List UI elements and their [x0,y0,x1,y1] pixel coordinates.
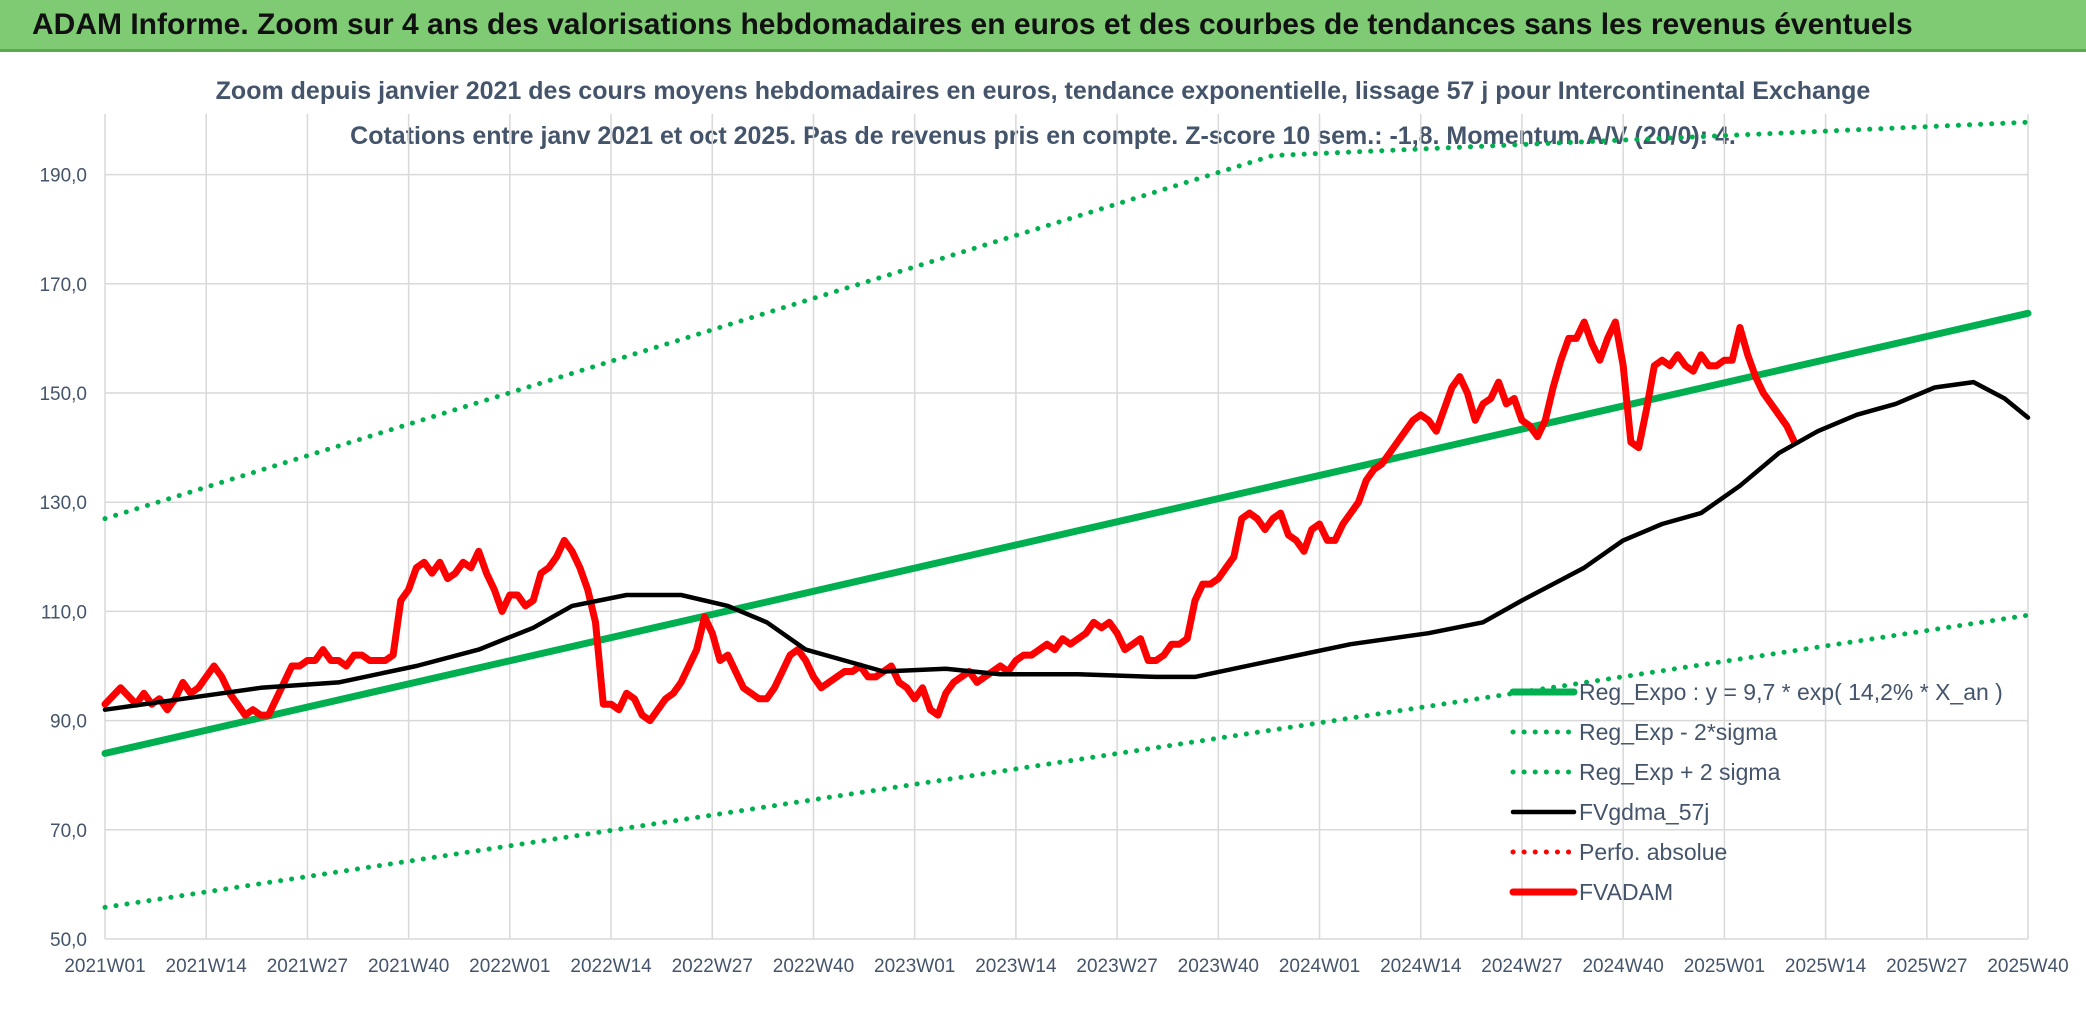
x-tick-label: 2023W14 [975,956,1057,977]
y-tick-label: 190,0 [39,166,87,187]
series-line-5 [101,318,1798,725]
report-title: ADAM Informe. Zoom sur 4 ans des valoris… [32,7,1913,41]
x-tick-label: 2024W40 [1582,956,1663,977]
x-tick-label: 2021W01 [64,956,145,977]
x-tick-label: 2025W40 [1987,956,2068,977]
legend-label-2: Reg_Exp + 2 sigma [1579,759,1781,785]
y-tick-label: 110,0 [41,602,87,623]
x-tick-label: 2025W27 [1886,956,1967,977]
x-tick-label: 2024W14 [1380,956,1462,977]
x-tick-label: 2022W40 [773,956,854,977]
y-tick-label: 170,0 [39,275,87,296]
legend: Reg_Expo : y = 9,7 * exp( 14,2% * X_an )… [1509,679,2003,905]
x-tick-label: 2021W40 [368,956,449,977]
report-banner: ADAM Informe. Zoom sur 4 ans des valoris… [0,0,2086,52]
x-tick-label: 2023W01 [874,956,955,977]
y-axis: 50,0 70,0 90,0 110,0 130,0 150,0 170,0 190,0 [39,166,87,951]
series-line-3 [102,379,2031,712]
y-tick-label: 70,0 [50,821,87,842]
chart: Zoom depuis janvier 2021 des cours moyen… [0,52,2086,1031]
legend-label-4: Perfo. absolue [1579,839,1727,865]
y-tick-label: 50,0 [50,930,87,951]
series-line-2 [102,119,2031,522]
x-tick-label: 2022W14 [570,956,652,977]
chart-title: Zoom depuis janvier 2021 des cours moyen… [216,77,1871,105]
legend-label-0: Reg_Expo : y = 9,7 * exp( 14,2% * X_an ) [1579,679,2003,705]
x-tick-label: 2025W01 [1684,956,1765,977]
series-group [101,119,2032,910]
x-tick-label: 2025W14 [1785,956,1867,977]
legend-label-5: FVADAM [1579,879,1673,905]
grid [104,114,2029,940]
x-tick-label: 2023W40 [1178,956,1259,977]
x-tick-label: 2023W27 [1076,956,1157,977]
y-tick-label: 130,0 [39,493,87,514]
x-tick-label: 2024W27 [1481,956,1562,977]
y-tick-label: 150,0 [39,384,87,405]
x-tick-label: 2024W01 [1279,956,1360,977]
series-line-0 [101,309,2032,757]
y-tick-label: 90,0 [50,712,87,733]
x-axis: 2021W01 2021W14 2021W27 2021W40 2022W01 2022W… [64,956,2068,977]
x-tick-label: 2022W01 [469,956,550,977]
x-tick-label: 2021W27 [267,956,348,977]
legend-label-1: Reg_Exp - 2*sigma [1579,719,1777,745]
series-line-1 [102,612,2031,910]
x-tick-label: 2021W14 [166,956,248,977]
x-tick-label: 2022W27 [672,956,753,977]
legend-label-3: FVgdma_57j [1579,799,1709,825]
